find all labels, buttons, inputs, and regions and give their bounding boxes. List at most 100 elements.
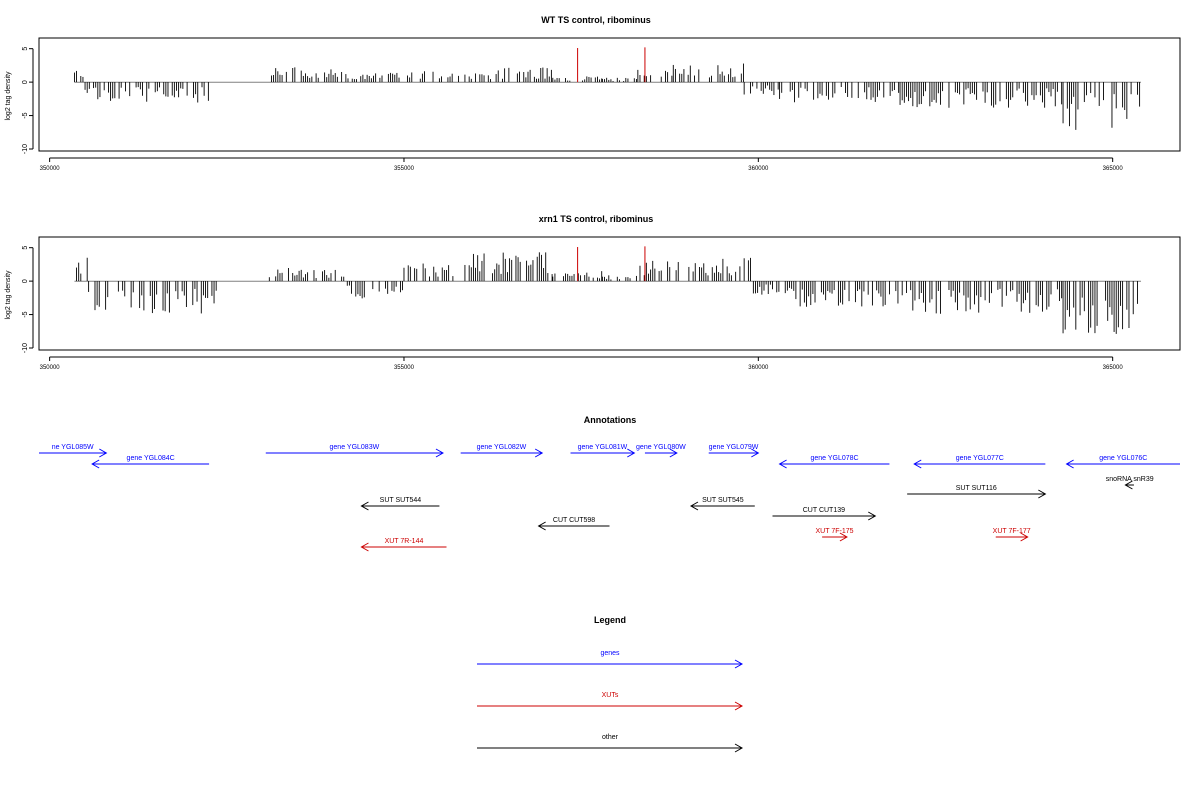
x-axis: 350000 355000 360000 365000 xyxy=(40,157,1124,172)
feature: SUT SUT545 xyxy=(689,497,755,511)
y-axis-label: log2 tag density xyxy=(5,270,12,320)
x-tick-label: 355000 xyxy=(394,166,415,172)
y-axis: 5 0 -5 -10 xyxy=(22,47,34,154)
feature-arrowhead xyxy=(627,448,636,458)
feature-label: gene YGL084C xyxy=(127,455,175,462)
legend: Legend genes XUTs other xyxy=(477,615,744,753)
feature-label: SUT SUT544 xyxy=(380,497,422,504)
y-tick-label: -5 xyxy=(22,112,29,118)
feature-label: gene YGL080W xyxy=(636,444,686,451)
x-axis: 350000 355000 360000 365000 xyxy=(40,356,1124,371)
feature-arrowhead xyxy=(435,448,444,458)
panel-title: WT TS control, ribominus xyxy=(541,15,651,25)
annotations-title: Annotations xyxy=(584,415,637,425)
x-tick-label: 350000 xyxy=(40,365,61,371)
y-axis: 5 0 -5 -10 xyxy=(22,246,34,353)
feature: gene YGL084C xyxy=(91,455,210,469)
feature: XUT 7F-177 xyxy=(993,528,1031,542)
feature-arrowhead xyxy=(1038,489,1047,499)
feature: gene YGL082W xyxy=(460,444,544,458)
legend-label: other xyxy=(602,734,619,741)
legend-arrowhead xyxy=(734,659,744,669)
y-tick-label: -5 xyxy=(22,311,29,317)
feature: SUT SUT544 xyxy=(360,497,440,511)
feature-label: gene YGL082W xyxy=(477,444,527,451)
feature: ne YGL085W xyxy=(39,444,108,458)
feature: gene YGL078C xyxy=(778,455,890,469)
legend-entry: genes xyxy=(477,650,744,669)
y-tick-label: 0 xyxy=(22,279,29,283)
x-tick-label: 355000 xyxy=(394,365,415,371)
feature-arrowhead xyxy=(839,532,848,542)
annotation-track: Annotations ne YGL085W gene YGL084C gene Y… xyxy=(39,415,1180,552)
x-tick-label: 350000 xyxy=(40,166,61,172)
feature-label: ne YGL085W xyxy=(52,444,94,451)
y-tick-label: 0 xyxy=(22,80,29,84)
feature: CUT CUT139 xyxy=(772,507,877,521)
wt-density-panel: WT TS control, ribominus log2 tag densit… xyxy=(5,15,1181,172)
feature-label: gene YGL077C xyxy=(956,455,1004,462)
feature-list: ne YGL085W gene YGL084C gene YGL083W gene Y… xyxy=(39,444,1180,552)
feature-label: gene YGL076C xyxy=(1099,455,1147,462)
x-tick-label: 365000 xyxy=(1103,365,1124,371)
y-axis-label: log2 tag density xyxy=(5,71,12,121)
x-tick-label: 360000 xyxy=(748,365,769,371)
feature-arrowhead xyxy=(1020,532,1029,542)
feature-label: CUT CUT598 xyxy=(553,517,595,524)
feature: SUT SUT116 xyxy=(907,485,1047,499)
feature-arrowhead xyxy=(913,459,922,469)
x-tick-label: 365000 xyxy=(1103,166,1124,172)
feature-arrowhead xyxy=(1065,459,1074,469)
feature-arrowhead xyxy=(91,459,100,469)
feature-label: gene YGL081W xyxy=(578,444,628,451)
feature-arrowhead xyxy=(778,459,787,469)
legend-label: XUTs xyxy=(602,692,619,699)
feature: gene YGL083W xyxy=(265,444,444,458)
feature-arrowhead xyxy=(537,521,546,531)
feature: gene YGL079W xyxy=(709,444,760,458)
feature: CUT CUT598 xyxy=(537,517,610,531)
feature-label: XUT 7F-177 xyxy=(993,528,1031,535)
legend-entry: XUTs xyxy=(477,692,744,711)
density-bars xyxy=(74,246,1142,334)
feature-arrowhead xyxy=(689,501,699,511)
feature-arrowhead xyxy=(1124,480,1133,490)
feature-arrowhead xyxy=(751,448,760,458)
plot-frame xyxy=(38,37,1181,152)
legend-arrowhead xyxy=(734,743,744,753)
legend-entry: other xyxy=(477,734,744,753)
y-tick-label: 5 xyxy=(22,246,29,250)
plot-frame xyxy=(38,236,1181,351)
feature-label: SUT SUT116 xyxy=(956,485,997,492)
feature-label: XUT 7F-175 xyxy=(816,528,854,535)
feature-label: snoRNA snR39 xyxy=(1106,476,1154,483)
legend-entries: genes XUTs other xyxy=(477,650,744,753)
feature: XUT 7F-175 xyxy=(816,528,854,542)
legend-title: Legend xyxy=(594,615,626,625)
feature: gene YGL076C xyxy=(1065,455,1180,469)
feature-arrowhead xyxy=(360,542,369,552)
legend-label: genes xyxy=(600,650,620,657)
feature-label: gene YGL083W xyxy=(330,444,380,451)
feature-arrowhead xyxy=(534,448,544,458)
x-tick-label: 360000 xyxy=(748,166,769,172)
legend-arrowhead xyxy=(734,701,744,711)
feature-label: XUT 7R-144 xyxy=(385,538,424,545)
density-bars xyxy=(73,47,1142,130)
feature: XUT 7R-144 xyxy=(360,538,447,552)
xrn1-density-panel: xrn1 TS control, ribominus log2 tag dens… xyxy=(5,214,1181,371)
feature-arrowhead xyxy=(868,511,877,521)
feature-arrowhead xyxy=(669,448,678,458)
feature: gene YGL080W xyxy=(636,444,686,458)
feature-arrowhead xyxy=(360,501,369,511)
panel-title: xrn1 TS control, ribominus xyxy=(539,214,654,224)
y-tick-label: 5 xyxy=(22,47,29,51)
y-tick-label: -10 xyxy=(22,343,29,353)
feature-label: SUT SUT545 xyxy=(702,497,744,504)
feature: gene YGL081W xyxy=(570,444,636,458)
feature-label: gene YGL078C xyxy=(810,455,858,462)
y-tick-label: -10 xyxy=(22,144,29,154)
feature-label: gene YGL079W xyxy=(709,444,759,451)
feature-label: CUT CUT139 xyxy=(803,507,845,514)
